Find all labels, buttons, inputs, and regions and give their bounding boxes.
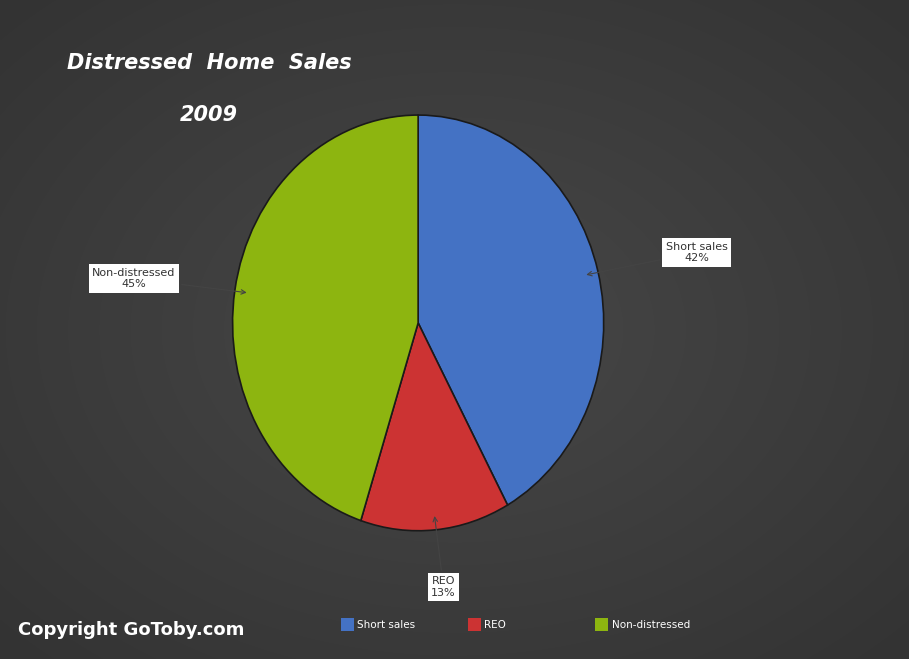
Wedge shape <box>233 115 418 521</box>
Wedge shape <box>361 323 507 530</box>
Text: Distressed  Home  Sales: Distressed Home Sales <box>66 53 352 72</box>
Text: REO: REO <box>484 619 506 630</box>
Text: Non-distressed
45%: Non-distressed 45% <box>93 268 245 294</box>
Text: Copyright GoToby.com: Copyright GoToby.com <box>18 621 245 639</box>
Text: Short sales
42%: Short sales 42% <box>587 242 728 276</box>
Text: Non-distressed: Non-distressed <box>612 619 690 630</box>
Wedge shape <box>418 115 604 505</box>
Text: Short sales: Short sales <box>357 619 415 630</box>
Text: REO
13%: REO 13% <box>431 517 455 598</box>
Text: 2009: 2009 <box>180 105 238 125</box>
